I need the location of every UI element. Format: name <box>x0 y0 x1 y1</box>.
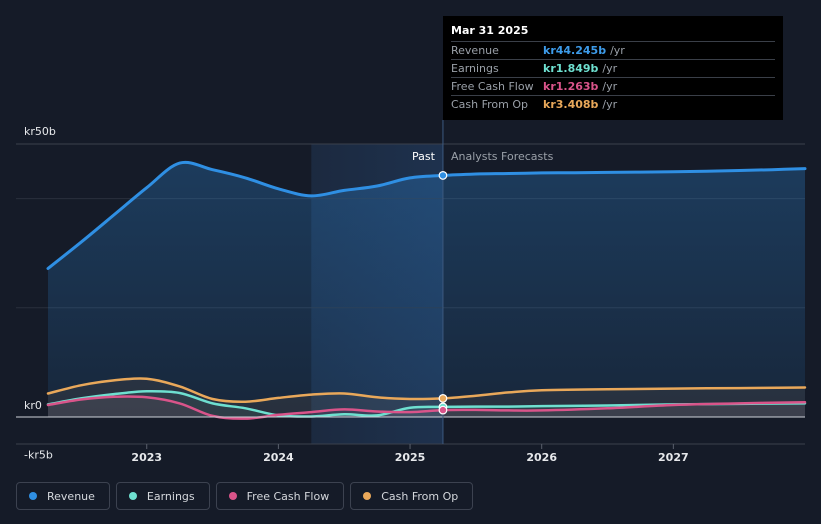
legend-item-revenue[interactable]: Revenue <box>16 482 110 510</box>
revenue-area <box>48 162 805 417</box>
x-tick-label: 2023 <box>131 451 162 464</box>
cash-from-op-dot-icon <box>363 492 372 500</box>
earnings-area <box>48 391 805 417</box>
tooltip-row-free-cash-flow: Free Cash Flow kr1.263b /yr <box>451 77 775 95</box>
tooltip-label: Revenue <box>451 44 499 57</box>
legend-item-cash-from-op[interactable]: Cash From Op <box>350 482 474 510</box>
legend-item-earnings[interactable]: Earnings <box>115 482 210 510</box>
x-tick-label: 2026 <box>526 451 557 464</box>
y-tick-label: -kr5b <box>24 448 53 461</box>
legend-label: Revenue <box>47 489 95 503</box>
tooltip-unit: /yr <box>602 62 618 75</box>
legend-label: Earnings <box>146 489 195 503</box>
tooltip-unit: /yr <box>602 98 618 111</box>
y-tick-label: kr0 <box>24 399 42 412</box>
legend-label: Cash From Op <box>381 489 459 503</box>
tooltip-value: kr1.849b <box>543 62 599 75</box>
earnings-dot-icon <box>128 492 137 500</box>
tooltip-date: Mar 31 2025 <box>451 24 529 37</box>
tooltip-value: kr3.408b <box>543 98 599 111</box>
revenue-marker <box>438 171 448 180</box>
tooltip-value: kr44.245b <box>543 44 607 57</box>
chart-labels: kr50b kr0 -kr5b 2023 2024 2025 2026 2027 Past Ana… <box>24 125 689 464</box>
y-tick-label: kr50b <box>24 125 56 138</box>
free-cash-flow-dot-icon <box>228 492 237 500</box>
tooltip: Mar 31 2025 Revenue kr44.245b /yr Earnin… <box>443 16 783 120</box>
earnings-line <box>46 389 807 418</box>
revenue-line <box>46 160 807 270</box>
tooltip-value: kr1.263b <box>543 80 599 93</box>
cash-from-op-marker <box>438 393 448 403</box>
free-cash-flow-line <box>46 395 807 420</box>
tooltip-label: Earnings <box>451 62 499 75</box>
tooltip-unit: /yr <box>610 44 625 57</box>
x-tick-label: 2027 <box>658 451 689 464</box>
x-tick-label: 2024 <box>263 451 294 464</box>
past-label: Past <box>412 150 436 163</box>
series-lines <box>46 160 807 420</box>
legend: Revenue Earnings Free Cash Flow Cash Fro… <box>16 482 474 510</box>
tooltip-label: Free Cash Flow <box>451 80 534 93</box>
free-cash-flow-area <box>48 396 805 419</box>
forecast-label: Analysts Forecasts <box>451 150 554 163</box>
tooltip-row-revenue: Revenue kr44.245b /yr <box>451 41 775 59</box>
legend-label: Free Cash Flow <box>246 489 330 503</box>
revenue-dot-icon <box>29 492 37 500</box>
legend-item-free-cash-flow[interactable]: Free Cash Flow <box>215 482 345 510</box>
free-cash-flow-marker <box>438 405 448 415</box>
tooltip-label: Cash From Op <box>451 98 529 111</box>
tooltip-unit: /yr <box>602 80 618 93</box>
tooltip-row-cash-from-op: Cash From Op kr3.408b /yr <box>451 95 775 113</box>
markers <box>438 171 448 415</box>
x-tick-label: 2025 <box>395 451 426 464</box>
tooltip-row-earnings: Earnings kr1.849b /yr <box>451 59 775 77</box>
cash-from-op-line <box>46 377 807 403</box>
